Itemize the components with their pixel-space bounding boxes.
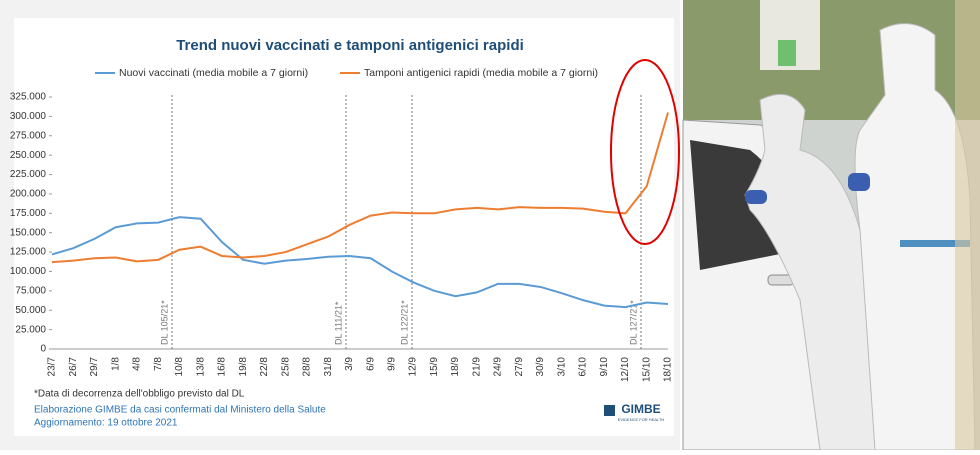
x-tick-label: 29/7 xyxy=(89,357,100,377)
annotation-label: DL 105/21* xyxy=(159,300,169,345)
legend: Nuovi vaccinati (media mobile a 7 giorni… xyxy=(95,67,598,79)
x-tick-label: 26/7 xyxy=(68,357,79,377)
x-tick-label: 3/9 xyxy=(344,357,355,371)
y-tick-label: 300.000 xyxy=(10,111,47,122)
y-tick-label: 25.000 xyxy=(15,324,46,335)
x-tick-label: 6/9 xyxy=(365,357,376,371)
x-tick-label: 3/10 xyxy=(556,357,567,377)
x-tick-label: 15/10 xyxy=(641,357,652,382)
x-tick-label: 21/9 xyxy=(471,357,482,377)
x-tick-label: 6/10 xyxy=(578,357,589,377)
x-tick-label: 9/9 xyxy=(387,357,398,371)
annotation-label: DL 111/21* xyxy=(333,301,343,345)
updated: Aggiornamento: 19 ottobre 2021 xyxy=(34,418,178,429)
y-tick-label: 50.000 xyxy=(15,305,46,316)
y-tick-label: 225.000 xyxy=(10,169,47,180)
series-line xyxy=(51,112,669,264)
x-tick-label: 1/8 xyxy=(110,357,121,371)
plot: 0 25.000 50.000 75.000 100.000 125.000 150.000… xyxy=(10,92,674,382)
source: Elaborazione GIMBE da casi confermati da… xyxy=(34,405,326,416)
chart-title: Trend nuovi vaccinati e tamponi antigeni… xyxy=(176,37,524,54)
x-tick-label: 7/8 xyxy=(153,357,164,371)
photo xyxy=(682,0,980,451)
y-tick-label: 0 xyxy=(40,344,46,355)
x-tick-label: 30/9 xyxy=(535,357,546,377)
y-tick-label: 75.000 xyxy=(15,285,46,296)
x-tick-label: 15/9 xyxy=(429,357,440,377)
x-tick-label: 22/8 xyxy=(259,357,270,377)
x-tick-label: 12/10 xyxy=(620,357,631,382)
x-tick-label: 31/8 xyxy=(323,357,334,377)
legend-label: Tamponi antigenici rapidi (media mobile … xyxy=(364,67,598,79)
x-tick-label: 4/8 xyxy=(132,357,143,371)
x-tick-label: 13/8 xyxy=(195,357,206,377)
x-tick-label: 25/8 xyxy=(280,357,291,377)
x-tick-label: 23/7 xyxy=(47,357,58,377)
x-tick-label: 9/10 xyxy=(599,357,610,377)
x-tick-label: 10/8 xyxy=(174,357,185,377)
legend-label: Nuovi vaccinati (media mobile a 7 giorni… xyxy=(119,67,308,79)
footnote: *Data di decorrenza dell'obbligo previst… xyxy=(34,389,245,400)
highlight-ellipse xyxy=(610,59,680,245)
x-tick-label: 24/9 xyxy=(493,357,504,377)
x-tick-label: 19/8 xyxy=(238,357,249,377)
y-tick-label: 200.000 xyxy=(10,189,47,200)
y-tick-label: 175.000 xyxy=(10,208,47,219)
annotation-label: DL 122/21* xyxy=(399,300,409,345)
y-tick-label: 150.000 xyxy=(10,227,47,238)
x-tick-label: 18/9 xyxy=(450,357,461,377)
x-tick-label: 27/9 xyxy=(514,357,525,377)
x-tick-label: 12/9 xyxy=(408,357,419,377)
logo-tagline: EVIDENCE FOR HEALTH xyxy=(618,417,665,422)
y-tick-label: 125.000 xyxy=(10,247,47,258)
x-tick-label: 16/8 xyxy=(217,357,228,377)
x-tick-label: 18/10 xyxy=(663,357,674,382)
y-tick-label: 250.000 xyxy=(10,150,47,161)
y-tick-label: 275.000 xyxy=(10,130,47,141)
logo: GIMBE xyxy=(621,402,660,416)
series-line xyxy=(51,216,669,309)
y-tick-label: 325.000 xyxy=(10,92,47,103)
annotation-label: DL 127/21* xyxy=(628,300,638,345)
logo-icon xyxy=(604,405,615,416)
y-tick-label: 100.000 xyxy=(10,266,47,277)
x-tick-label: 28/8 xyxy=(302,357,313,377)
